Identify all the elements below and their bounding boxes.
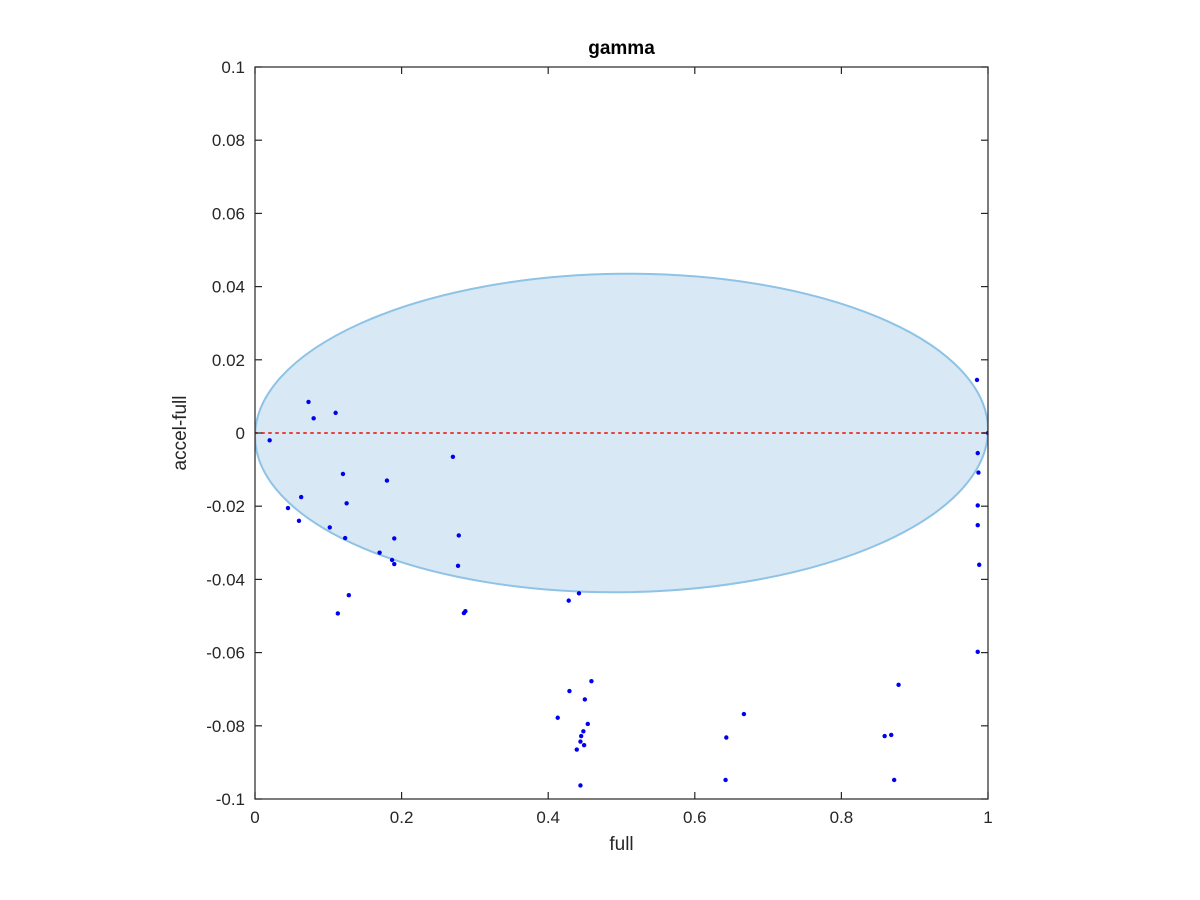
data-point: [333, 410, 338, 416]
data-point: [389, 557, 395, 563]
data-point: [384, 478, 390, 483]
data-point: [578, 739, 583, 744]
x-tick-label: 0.4: [536, 808, 560, 827]
data-point: [582, 697, 588, 702]
data-point: [344, 501, 349, 506]
y-tick-label: 0.1: [221, 58, 245, 77]
data-point: [392, 536, 397, 541]
data-point: [578, 783, 583, 788]
data-point: [976, 470, 981, 475]
data-point: [723, 777, 728, 783]
data-point: [335, 611, 341, 616]
data-point: [285, 505, 291, 511]
y-tick-label: -0.04: [206, 570, 245, 589]
data-point: [456, 533, 461, 538]
data-point: [392, 561, 397, 567]
data-point: [975, 503, 980, 508]
y-tick-label: 0.06: [212, 204, 245, 223]
x-tick-label: 0.2: [390, 808, 414, 827]
data-point: [741, 711, 747, 717]
y-tick-label: -0.08: [206, 717, 245, 736]
y-tick-label: 0: [236, 424, 245, 443]
data-point: [311, 416, 316, 421]
data-point: [377, 550, 382, 555]
data-point: [975, 649, 980, 655]
data-point: [581, 742, 587, 748]
data-point: [296, 518, 302, 524]
data-point: [589, 678, 594, 684]
y-tick-label: -0.1: [216, 790, 245, 809]
y-axis-label: accel-full: [170, 396, 191, 471]
data-point: [889, 732, 894, 738]
data-point: [891, 777, 897, 783]
chart-title: gamma: [588, 38, 655, 59]
x-tick-label: 0.8: [830, 808, 854, 827]
data-point: [724, 735, 729, 740]
y-tick-label: -0.02: [206, 497, 245, 516]
data-point: [306, 399, 311, 405]
data-point: [896, 682, 901, 688]
y-tick-label: -0.06: [206, 644, 245, 663]
data-point: [578, 733, 584, 739]
data-point: [342, 535, 348, 541]
data-point: [882, 733, 887, 739]
data-point: [567, 688, 572, 694]
y-tick-label: 0.02: [212, 351, 245, 370]
data-point: [450, 454, 456, 459]
data-point: [576, 591, 582, 596]
data-point: [574, 747, 579, 752]
x-tick-label: 0.6: [683, 808, 707, 827]
x-axis-label: full: [609, 834, 633, 855]
y-tick-label: 0.04: [212, 278, 245, 297]
data-point: [975, 450, 980, 456]
x-tick-label: 0: [250, 808, 259, 827]
data-point: [463, 609, 468, 614]
data-point: [585, 721, 590, 727]
data-point: [974, 377, 980, 383]
data-point: [298, 494, 304, 500]
data-point: [267, 438, 272, 443]
data-point: [581, 729, 586, 734]
data-point: [327, 525, 332, 530]
data-point: [555, 715, 560, 720]
y-tick-label: 0.08: [212, 131, 245, 150]
x-tick-label: 1: [983, 808, 992, 827]
data-point: [340, 471, 346, 477]
data-point: [566, 598, 571, 603]
data-point: [975, 523, 980, 528]
data-point: [977, 562, 982, 567]
data-point: [346, 592, 352, 598]
data-point: [455, 563, 461, 569]
